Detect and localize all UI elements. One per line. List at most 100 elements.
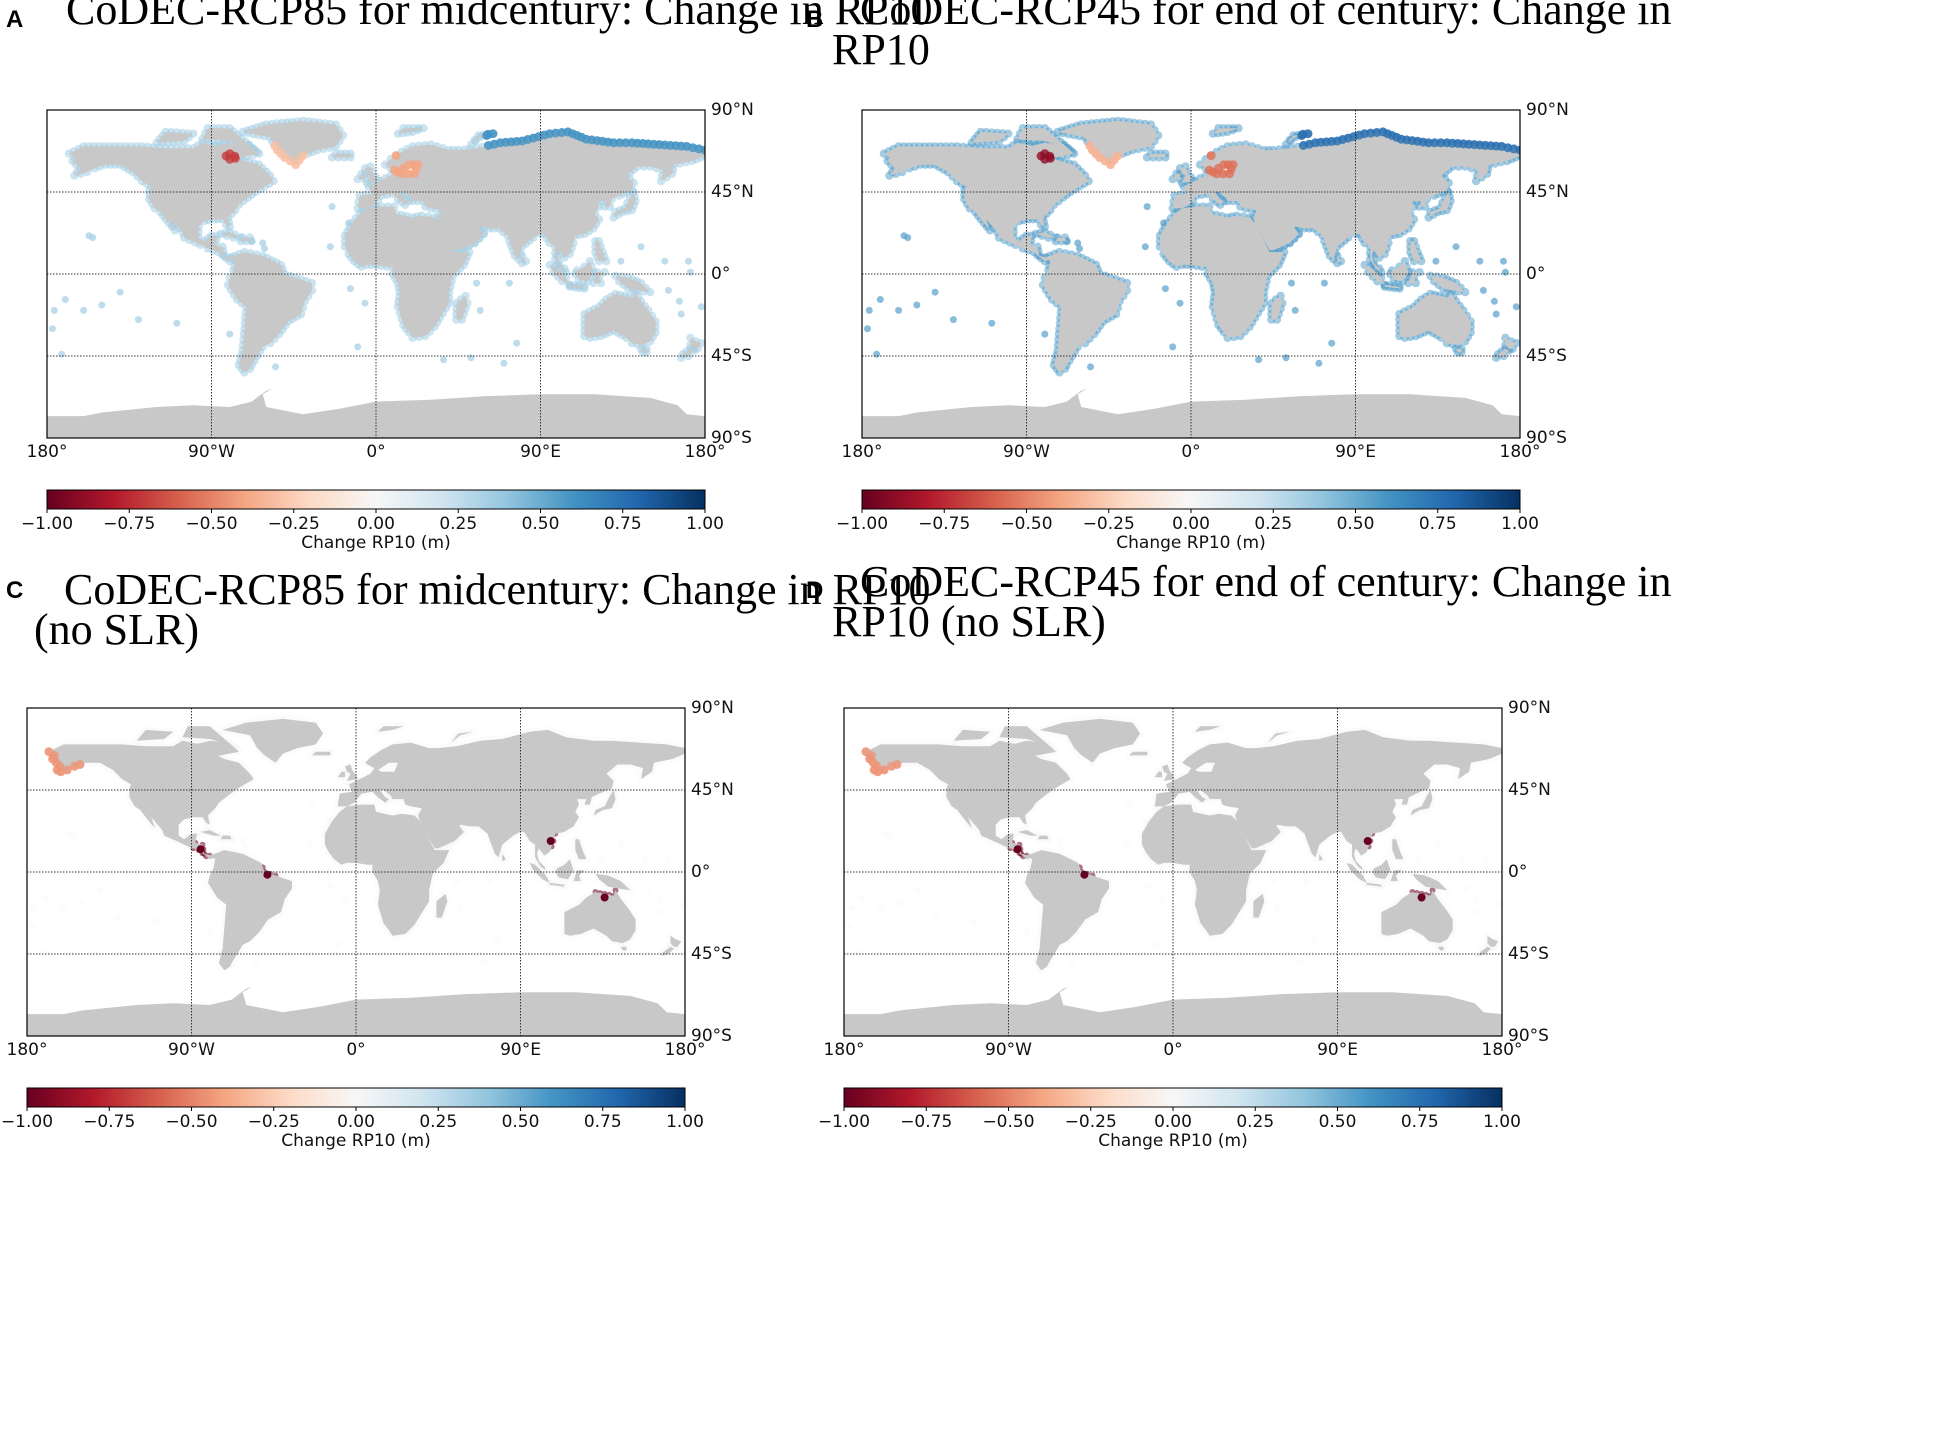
region-point-alaska (70, 761, 79, 771)
island-point (1142, 817, 1150, 825)
land-greenland (242, 120, 344, 165)
island-point (865, 306, 873, 314)
land-north-america (883, 142, 1089, 262)
island-point (134, 316, 142, 324)
land-madagascar (1253, 893, 1265, 918)
land-hispaniola (1037, 835, 1049, 840)
colorbar-tick-label: 0.75 (604, 514, 642, 534)
panel-title-line: CoDEC-RCP45 for end of century: Change i… (860, 557, 1671, 606)
region-point-hudson-bay (221, 151, 231, 161)
lon-tick-label: 180° (1500, 442, 1541, 462)
gridlines (844, 708, 1502, 1036)
lon-tick-label: 0° (1163, 1040, 1182, 1060)
land-sumatra (1346, 862, 1367, 883)
lon-tick-label: 0° (346, 1040, 365, 1060)
colorbar-tick-label: 0.00 (1154, 1112, 1192, 1132)
colorbar-tick-label: 0.00 (1172, 514, 1210, 534)
region-point-arctic-siberia (483, 129, 493, 139)
island-point (306, 841, 314, 849)
island-point (473, 279, 480, 287)
land-sri-lanka (522, 255, 526, 264)
island-point (116, 288, 124, 296)
land-svalbard (397, 128, 424, 134)
land-new-guinea (1430, 275, 1466, 293)
land-canadian-arch-1 (136, 729, 174, 741)
land-madagascar (436, 893, 448, 918)
land-new-guinea (595, 873, 631, 891)
land-borneo (555, 859, 574, 880)
island-point (675, 297, 683, 305)
island-point (1151, 941, 1159, 949)
island-point (1160, 219, 1168, 227)
coastal-point (464, 728, 473, 737)
island-point (1176, 299, 1184, 307)
island-point (480, 957, 488, 965)
island-point (114, 914, 122, 922)
island-point (685, 257, 692, 265)
colorbar-tick-label: −0.75 (103, 514, 155, 534)
colorbar-ramp (26, 1087, 686, 1108)
region-marker-gulf-of-carpentaria (1417, 893, 1426, 902)
island-point (41, 894, 49, 901)
land-philippines (1410, 241, 1422, 262)
land-madagascar (456, 295, 468, 320)
island-point (876, 296, 884, 303)
land-arabia-block (440, 213, 484, 251)
map-frame (46, 109, 706, 439)
land-hispaniola (240, 237, 252, 242)
lon-tick-label: 90°W (985, 1040, 1032, 1060)
land-greenland (1039, 718, 1141, 763)
region-marker-gulf-of-carpentaria (600, 893, 609, 902)
colorbar-ramp (861, 489, 1521, 510)
lon-tick-label: 90°W (188, 442, 235, 462)
lat-tick-label: 45°N (691, 780, 734, 800)
map-frame (843, 707, 1503, 1037)
colorbar-tick-label: −0.75 (918, 514, 970, 534)
island-point (988, 319, 996, 327)
island-point (1273, 904, 1281, 912)
colorbar-tick-label: 0.50 (522, 514, 560, 534)
land-sri-lanka (1337, 255, 1341, 264)
land-hispaniola (1055, 237, 1067, 242)
land-tasmania (621, 946, 627, 951)
island-point (846, 923, 853, 931)
island-point (677, 310, 685, 318)
island-point (440, 356, 448, 364)
coastal-point (1281, 728, 1290, 737)
island-point (49, 325, 56, 333)
island-point (252, 961, 259, 969)
region-point-arctic-siberia (1515, 145, 1520, 155)
island-point (1483, 866, 1491, 874)
panels-root: A CoDEC-RCP85 for midcentury: Change in R… (1, 0, 1672, 1151)
island-point (1288, 279, 1295, 287)
island-point (513, 339, 521, 347)
land-eurasia (1154, 729, 1502, 871)
land-tasmania (1456, 348, 1462, 353)
island-point (493, 937, 501, 945)
island-point (697, 303, 705, 311)
island-point (1087, 363, 1094, 371)
island-point (1474, 908, 1482, 916)
colorbar-tick-label: −0.75 (900, 1112, 952, 1132)
island-point (931, 288, 939, 296)
island-point (80, 306, 88, 314)
colorbar-label: Change RP10 (m) (281, 1131, 430, 1151)
colorbar-tick-label: −1.00 (21, 514, 73, 534)
region-point-arctic-siberia (700, 145, 705, 155)
island-point (895, 899, 903, 907)
region-point-hudson-bay (230, 153, 240, 163)
island-point (1255, 356, 1263, 364)
land-canadian-arch-2 (999, 726, 1055, 750)
land-novaya-zemlya (471, 133, 493, 145)
lon-tick-label: 90°W (168, 1040, 215, 1060)
land-arabia-block (1255, 213, 1299, 251)
island-point (96, 886, 104, 894)
lat-tick-label: 45°S (1526, 346, 1567, 366)
colorbar: −1.00 −0.75 −0.50 −0.25 0.00 0.25 0.50 0.75 1.00… (1, 1087, 704, 1151)
lat-tick-label: 0° (1508, 862, 1527, 882)
colorbar: −1.00 −0.75 −0.50 −0.25 0.00 0.25 0.50 0.75 1.00… (836, 489, 1539, 553)
land-canadian-arch-1 (953, 729, 991, 741)
land-new-guinea (615, 275, 651, 293)
island-point (1320, 279, 1328, 287)
island-point (617, 257, 625, 265)
